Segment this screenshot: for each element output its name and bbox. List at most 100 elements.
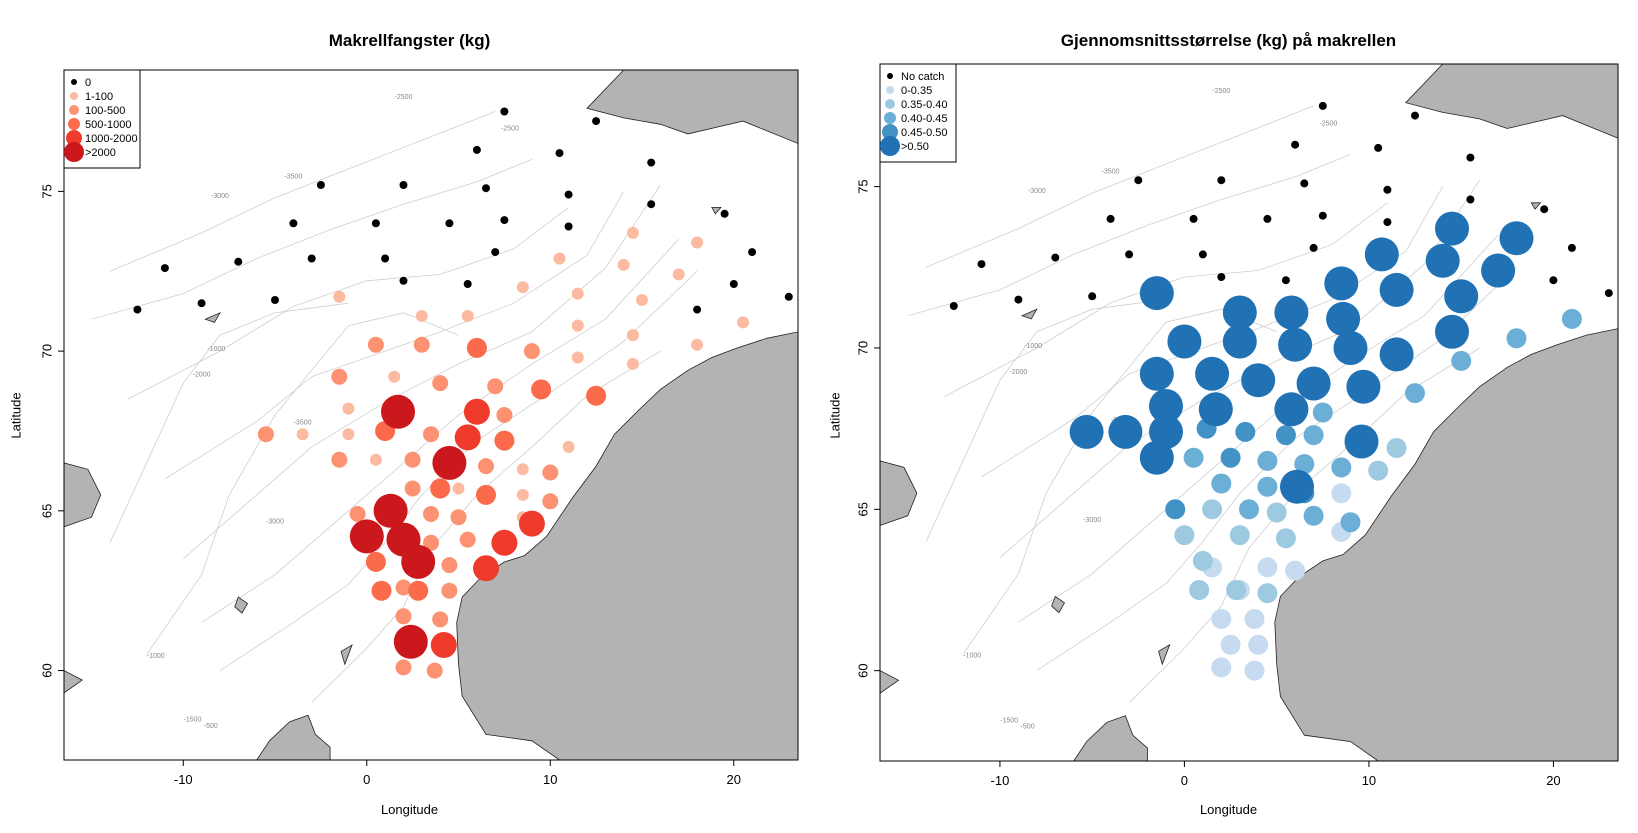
data-point: [1451, 350, 1472, 371]
data-point: [1125, 250, 1134, 259]
legend-label: 100-500: [85, 105, 125, 117]
depth-contour: [109, 111, 496, 272]
data-point: [432, 445, 467, 480]
data-point: [562, 440, 575, 453]
contour-label: -1000: [147, 653, 165, 660]
data-point: [1108, 414, 1143, 449]
legend-swatch: [886, 86, 894, 94]
data-point: [413, 336, 430, 353]
land-mass: [880, 460, 918, 526]
land-mass: [64, 462, 102, 528]
legend-label: >0.50: [901, 141, 929, 153]
depth-contour: [146, 312, 459, 655]
land-mass: [711, 207, 722, 215]
depth-contour: [907, 154, 1351, 317]
data-point: [333, 290, 346, 303]
contour-label: -1500: [1000, 717, 1018, 724]
data-point: [542, 464, 559, 481]
data-point: [1326, 301, 1361, 336]
data-point: [349, 506, 366, 522]
data-point: [1139, 440, 1174, 475]
land-mass: [1530, 202, 1542, 210]
data-point: [1481, 253, 1516, 288]
data-point: [672, 268, 685, 281]
data-point: [1257, 557, 1278, 578]
catch-map-panel: Makrellfangster (kg) -2500 -2500 -3000 -350…: [9, 31, 799, 817]
data-point: [553, 252, 566, 265]
data-point: [342, 428, 355, 441]
contour-label: -2500: [501, 126, 519, 133]
data-point: [626, 226, 639, 239]
land-mass: [64, 670, 84, 694]
contour-label: -2000: [1009, 369, 1027, 376]
data-point: [1368, 460, 1389, 481]
data-point: [1014, 295, 1023, 304]
data-point: [1346, 369, 1381, 404]
data-point: [1567, 243, 1576, 252]
catch-map: -2500-2500-3000-3500-1000-2000-3500-3000…: [39, 69, 799, 787]
data-point: [441, 582, 458, 599]
data-point: [1106, 214, 1115, 223]
data-point: [500, 107, 509, 116]
data-point: [271, 296, 279, 304]
legend-label: 0-0.35: [901, 85, 932, 97]
data-point: [461, 310, 474, 322]
data-point: [523, 343, 540, 360]
data-point: [1344, 424, 1379, 459]
data-point: [1466, 195, 1475, 204]
data-point: [1386, 438, 1407, 458]
size-map: -2500-2500-3000-3500-1000-2000-3500-3000…: [855, 63, 1619, 788]
data-point: [500, 216, 509, 225]
data-point: [1280, 469, 1314, 504]
data-point: [1444, 279, 1479, 314]
contour-label: -3000: [211, 193, 229, 200]
data-point: [1235, 421, 1256, 442]
land-mass: [1405, 64, 1618, 139]
y-tick-label: 60: [39, 663, 54, 677]
x-tick-label: 10: [543, 772, 557, 787]
data-point: [432, 375, 449, 392]
panel-title: Gjennomsnittsstørrelse (kg) på makrellen: [1060, 31, 1397, 50]
depth-contour: [109, 302, 349, 543]
data-point: [1333, 331, 1368, 365]
data-point: [399, 181, 408, 189]
legend-swatch: [885, 99, 895, 109]
contour-label: -3000: [266, 519, 284, 526]
data-point: [1340, 512, 1361, 533]
data-point: [1217, 176, 1226, 185]
data-point: [395, 579, 412, 596]
data-point: [1229, 525, 1250, 546]
data-point: [349, 519, 384, 554]
data-point: [234, 257, 243, 266]
data-point: [1435, 211, 1469, 246]
data-point: [426, 662, 443, 679]
data-point: [1189, 214, 1198, 223]
data-point: [1549, 276, 1558, 285]
contour-label: -1000: [963, 653, 981, 660]
data-point: [531, 379, 552, 400]
data-point: [518, 510, 545, 537]
data-point: [555, 149, 564, 158]
data-point: [592, 117, 601, 126]
data-point: [1300, 179, 1309, 188]
land-mass: [456, 331, 798, 760]
x-axis-label: Longitude: [1199, 802, 1258, 817]
data-point: [476, 484, 496, 505]
legend-swatch: [880, 136, 900, 156]
data-point: [478, 458, 494, 475]
data-point: [473, 555, 499, 582]
contour-label: -3500: [284, 174, 302, 181]
legend-label: 1-100: [85, 91, 113, 103]
data-point: [1324, 266, 1359, 301]
land-mass: [1021, 308, 1038, 320]
data-point: [1379, 337, 1414, 372]
data-point: [1217, 273, 1226, 281]
data-point: [1202, 499, 1223, 520]
data-point: [463, 398, 490, 425]
data-point: [472, 145, 481, 154]
data-point: [949, 302, 958, 310]
data-point: [494, 430, 515, 451]
data-point: [1139, 356, 1174, 391]
legend-swatch: [887, 73, 893, 79]
data-point: [257, 426, 274, 443]
